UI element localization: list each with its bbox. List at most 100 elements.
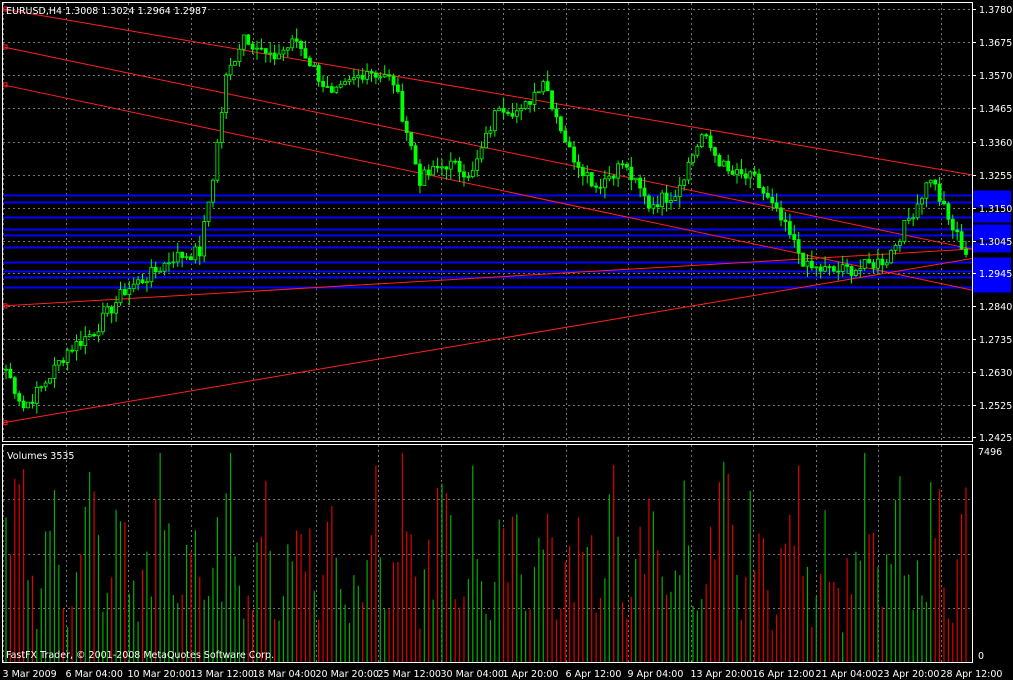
volume-header: Volumes 3535 xyxy=(7,451,74,462)
time-axis[interactable]: 3 Mar 2009 6 Mar 04:00 10 Mar 20:00 13 Mar … xyxy=(3,669,1003,680)
candle-body xyxy=(440,166,444,169)
time-tick-label: 9 Apr 04:00 xyxy=(628,669,684,680)
candle-body xyxy=(616,163,621,179)
candle-body xyxy=(17,393,22,402)
candle-body xyxy=(211,179,215,203)
candle-body xyxy=(831,266,836,272)
candle-body xyxy=(268,52,273,55)
candle-body xyxy=(39,386,44,389)
candle-body xyxy=(224,74,229,113)
candle-body xyxy=(814,266,819,269)
level-price-tag xyxy=(973,282,1011,293)
candle-body xyxy=(682,179,687,186)
candle-body xyxy=(145,281,149,284)
trend-line[interactable] xyxy=(2,248,973,307)
candle-body xyxy=(56,360,61,366)
candle-body xyxy=(140,279,145,284)
candle-body xyxy=(536,91,541,94)
candle-body xyxy=(105,306,110,314)
time-tick-label: 1 Apr 20:00 xyxy=(503,669,559,680)
level-price-tag xyxy=(973,212,1011,223)
candle-body xyxy=(294,38,299,42)
candle-body xyxy=(854,269,858,276)
time-tick-label: 6 Mar 04:00 xyxy=(66,669,123,680)
candle-body xyxy=(382,74,387,78)
candle-body xyxy=(713,147,717,156)
candle-body xyxy=(374,72,378,78)
candle-body xyxy=(880,258,885,266)
price-grid xyxy=(3,3,972,441)
candle-body xyxy=(506,111,510,114)
price-axis[interactable]: 1.3780 1.3675 1.3570 1.3465 1.3360 1.3255 1.31… xyxy=(972,5,1012,444)
candle-body xyxy=(329,86,334,93)
candle-body xyxy=(585,172,590,177)
candle-body xyxy=(263,48,268,54)
candle-body xyxy=(567,141,572,148)
candle-body xyxy=(484,132,488,149)
candle-body xyxy=(470,169,475,177)
time-tick-label: 10 Mar 20:00 xyxy=(128,669,191,680)
candle-body xyxy=(783,219,788,222)
candle-body xyxy=(576,161,581,168)
candle-body xyxy=(920,197,924,205)
candle-body xyxy=(818,266,823,272)
candle-body xyxy=(391,75,396,86)
candle-body xyxy=(233,61,237,66)
candle-body xyxy=(563,130,568,143)
candle-body xyxy=(620,163,625,166)
candle-body xyxy=(184,256,189,259)
price-tick-label: 1.2525 xyxy=(979,401,1012,412)
candle-body xyxy=(96,331,101,337)
price-tick-label: 1.3780 xyxy=(979,5,1012,16)
candle-body xyxy=(757,173,761,189)
candle-body xyxy=(514,110,519,117)
time-tick-label: 16 Apr 12:00 xyxy=(753,669,815,680)
price-tick-label: 1.3360 xyxy=(979,138,1012,149)
candle-body xyxy=(651,204,656,209)
trend-line[interactable] xyxy=(2,258,973,424)
candle-body xyxy=(664,192,669,203)
candle-body xyxy=(12,377,17,394)
candle-body xyxy=(809,260,814,269)
time-tick-label: 23 Apr 20:00 xyxy=(878,669,940,680)
candle-body xyxy=(65,349,70,363)
candle-body xyxy=(378,76,383,79)
candle-body xyxy=(823,266,827,272)
candle-body xyxy=(167,262,171,265)
candle-body xyxy=(598,186,603,189)
candle-body xyxy=(845,264,850,267)
candle-body xyxy=(413,145,418,165)
candle-body xyxy=(404,120,409,134)
candle-body xyxy=(365,71,370,80)
candle-body xyxy=(171,261,176,264)
candle-body xyxy=(924,182,929,199)
trend-line[interactable] xyxy=(2,8,973,176)
candle-body xyxy=(726,160,731,172)
candle-body xyxy=(611,175,616,179)
candle-body xyxy=(862,259,867,269)
candle-body xyxy=(462,171,466,178)
candle-body xyxy=(356,74,361,79)
candle-body xyxy=(479,147,484,160)
level-price-tag xyxy=(973,266,1011,277)
trend-line[interactable] xyxy=(2,84,973,291)
candle-body xyxy=(8,368,13,379)
time-tick-label: 3 Mar 2009 xyxy=(3,669,57,680)
candle-body xyxy=(351,77,356,81)
candle-body xyxy=(911,217,916,220)
candle-body xyxy=(228,64,233,76)
candle-body xyxy=(387,74,392,77)
candle-body xyxy=(206,201,211,222)
time-tick-label: 21 Apr 04:00 xyxy=(816,669,878,680)
candle-body xyxy=(369,71,374,74)
candle-body xyxy=(21,400,26,409)
candle-body xyxy=(858,268,863,271)
time-tick-label: 25 Mar 12:00 xyxy=(378,669,441,680)
level-price-tag xyxy=(973,272,1011,283)
candle-body xyxy=(118,289,123,304)
candle-body xyxy=(580,167,585,177)
candle-body xyxy=(849,266,854,276)
candle-body xyxy=(61,360,66,363)
level-price-tag xyxy=(973,224,1011,235)
